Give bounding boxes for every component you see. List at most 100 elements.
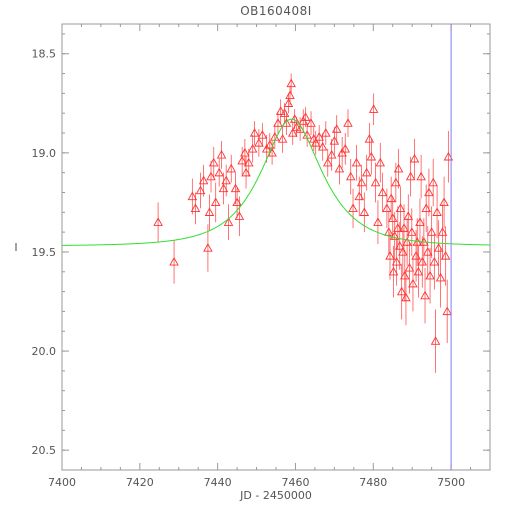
triangle-marker [432,207,442,216]
data-point [373,200,383,245]
triangle-marker [386,193,396,203]
triangle-marker [287,128,298,137]
data-points [153,73,454,373]
triangle-marker [377,187,388,197]
data-point [415,198,425,247]
data-point [405,156,416,197]
data-point [198,164,209,197]
y-tick-label: 20.5 [32,444,57,457]
triangle-marker [277,134,288,143]
data-point [404,242,415,294]
plot-frame [61,23,491,471]
triangle-marker [322,157,333,167]
triangle-marker [291,122,302,131]
triangle-marker [388,266,399,276]
data-point [425,247,435,304]
triangle-marker [413,266,424,276]
data-point [247,135,258,163]
triangle-marker [430,336,441,345]
data-point [429,234,440,290]
data-point [240,138,250,167]
triangle-marker [421,203,431,212]
triangle-marker [400,270,410,280]
data-point [366,138,377,175]
data-point [214,158,224,187]
triangle-marker [440,250,451,260]
data-point [322,148,333,177]
data-point [187,178,198,215]
triangle-marker [281,118,292,127]
data-point [286,73,296,94]
triangle-marker [254,138,264,147]
data-point [190,192,201,225]
triangle-marker [343,118,353,127]
data-point [345,158,356,195]
data-point [210,182,221,223]
y-tick-label: 20.0 [32,345,57,358]
triangle-marker [331,124,342,133]
data-point [443,131,454,183]
y-tick-label: 19.5 [32,246,57,259]
data-point [223,204,234,241]
x-tick-label: 7400 [48,476,76,489]
triangle-marker [382,203,392,212]
triangle-marker [373,217,383,226]
y-axis-ticks: 18.5 19.0 19.5 20.0 20.5 [32,33,490,457]
data-point [408,255,418,312]
data-point [402,218,412,266]
data-point [400,249,410,302]
triangle-marker [428,177,438,187]
data-point [426,206,437,258]
triangle-marker [407,227,417,236]
data-point [218,172,229,205]
data-point [442,279,452,344]
triangle-marker [237,155,247,165]
data-point [417,236,428,288]
x-tick-label: 7420 [126,476,154,489]
data-point [216,140,227,169]
data-point [440,226,451,286]
x-axis-label: JD - 2450000 [239,489,312,502]
data-point [401,269,411,326]
triangle-marker [396,286,407,296]
triangle-marker [247,143,258,153]
triangle-marker [300,112,311,121]
triangle-marker [286,78,296,88]
triangle-marker [351,157,362,167]
triangle-marker [348,203,358,212]
triangle-marker [340,143,351,153]
data-point [377,172,388,213]
data-point [195,172,206,209]
data-point [153,202,163,243]
data-point [230,172,241,205]
triangle-marker [399,223,409,232]
triangle-marker [385,250,395,260]
data-point [420,267,430,324]
data-point [321,121,331,145]
data-point [226,154,237,183]
data-point [433,220,444,276]
data-point [291,117,302,137]
data-point [257,123,268,147]
triangle-marker [437,227,448,236]
triangle-marker [285,90,295,100]
triangle-marker [439,197,449,207]
triangle-marker [389,231,400,240]
data-point [234,196,245,237]
triangle-marker [226,163,237,173]
y-tick-label: 18.5 [32,48,57,61]
data-point [386,176,396,221]
triangle-marker [153,217,163,226]
data-point [432,186,442,239]
data-point [439,176,449,229]
triangle-marker [356,177,367,187]
triangle-marker [230,183,241,193]
data-point [204,194,215,231]
data-point [395,186,406,231]
y-tick-label: 19.0 [32,147,57,160]
triangle-marker [426,227,437,236]
data-point [368,93,379,126]
data-point [275,99,286,124]
x-tick-label: 7480 [359,476,387,489]
triangle-marker [384,227,394,236]
